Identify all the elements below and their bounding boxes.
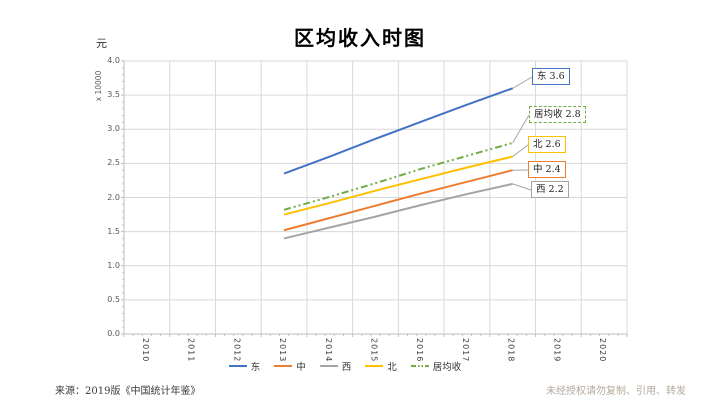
legend-label: 居均收 bbox=[432, 362, 462, 373]
y-tick-label: 1.5 bbox=[107, 226, 120, 236]
legend-swatch-central-icon bbox=[274, 365, 293, 367]
x-tick-label: 2011 bbox=[186, 338, 196, 363]
end-label-box-west: 西 2.2 bbox=[531, 181, 569, 198]
x-tick-label: 2017 bbox=[460, 338, 470, 363]
y-tick-label: 2.0 bbox=[107, 192, 120, 202]
end-label-box-north: 北 2.6 bbox=[528, 136, 566, 153]
series-line-west bbox=[283, 182, 513, 240]
leader-line-north bbox=[512, 144, 529, 157]
x-tick-label: 2014 bbox=[323, 338, 333, 363]
end-label-box-central: 中 2.4 bbox=[528, 161, 566, 178]
legend-label: 北 bbox=[387, 362, 397, 373]
x-tick-label: 2015 bbox=[369, 338, 379, 363]
y-tick-label: 4.0 bbox=[107, 56, 120, 65]
end-label-box-resident-avg: 居均收 2.8 bbox=[529, 106, 586, 123]
x-tick-label: 2016 bbox=[415, 338, 425, 363]
legend-item-central: 中 bbox=[274, 359, 306, 373]
series-line-central bbox=[283, 169, 513, 232]
legend-item-west: 西 bbox=[319, 359, 352, 373]
chart-title: 区均收入时图 bbox=[294, 26, 426, 50]
source-note: 来源：2019版《中国统计年鉴》 bbox=[55, 386, 201, 397]
leader-line-east bbox=[512, 76, 533, 89]
legend-item-north: 北 bbox=[365, 359, 397, 373]
series-line-east bbox=[283, 87, 514, 175]
legend-swatch-resident-avg-icon bbox=[410, 365, 429, 367]
legend-label: 中 bbox=[296, 362, 306, 373]
end-label-box-east: 东 3.6 bbox=[532, 68, 570, 85]
legend-item-resident-avg: 居均收 bbox=[410, 359, 462, 373]
y-tick-label: 3.5 bbox=[107, 90, 120, 100]
y-tick-label: 0.5 bbox=[107, 294, 120, 304]
y-axis-unit-label: 元 bbox=[96, 37, 107, 50]
copyright-notice: 未经授权请勿复制、引用、转发 bbox=[546, 386, 686, 397]
y-tick-label: 1.0 bbox=[107, 260, 120, 270]
legend-label: 东 bbox=[250, 362, 261, 373]
chart-legend: 东 中 西 北 居均收 bbox=[0, 359, 690, 373]
y-tick-label: 3.0 bbox=[107, 124, 120, 134]
y-tick-label: 2.5 bbox=[107, 158, 120, 168]
legend-swatch-west-icon bbox=[319, 365, 338, 367]
x-tick-label: 2010 bbox=[140, 338, 150, 363]
x-tick-label: 2013 bbox=[278, 338, 288, 363]
x-tick-label: 2018 bbox=[506, 338, 516, 363]
x-tick-label: 2012 bbox=[232, 338, 242, 363]
series-line-north bbox=[283, 155, 513, 216]
y-tick-label: 0.0 bbox=[107, 329, 120, 338]
x-tick-label: 2019 bbox=[552, 338, 562, 363]
legend-item-east: 东 bbox=[228, 359, 261, 373]
leader-line-resident-avg bbox=[512, 114, 530, 144]
legend-swatch-north-icon bbox=[365, 365, 384, 367]
legend-label: 西 bbox=[341, 362, 352, 373]
x-tick-label: 2020 bbox=[598, 338, 608, 363]
leader-line-west bbox=[512, 183, 532, 191]
legend-swatch-east-icon bbox=[228, 365, 247, 367]
